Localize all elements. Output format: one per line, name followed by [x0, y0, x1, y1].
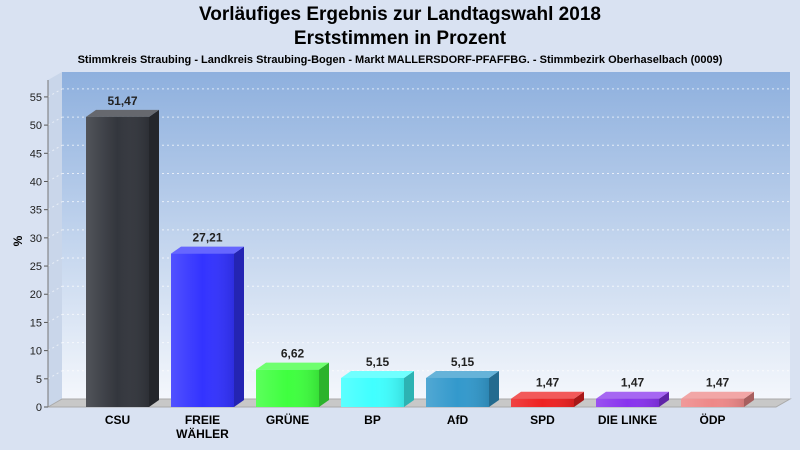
bar-top: [256, 362, 329, 370]
y-axis-label: %: [11, 235, 25, 246]
data-label: 27,21: [192, 231, 222, 245]
data-label: 1,47: [536, 376, 560, 390]
bar-top: [511, 391, 584, 399]
y-tick-label: 50: [30, 120, 42, 132]
bar-top: [341, 370, 414, 378]
bar-top: [86, 109, 159, 117]
data-label: 5,15: [451, 355, 475, 369]
y-tick-label: 10: [30, 346, 42, 358]
chart-subtitle: Erststimmen in Prozent: [293, 28, 507, 49]
chart-caption: Stimmkreis Straubing - Landkreis Straubi…: [77, 54, 723, 66]
bar-shading: [341, 377, 404, 407]
x-tick-label: ÖDP: [699, 412, 725, 427]
bar-shading: [256, 369, 319, 407]
bar-side: [234, 246, 244, 407]
bar-side: [319, 362, 329, 407]
bar-top: [426, 370, 499, 378]
chart-title: Vorläufiges Ergebnis zur Landtagswahl 20…: [199, 4, 601, 25]
y-tick-label: 45: [30, 148, 42, 160]
y-tick-label: 5: [36, 374, 42, 386]
bar-side: [149, 109, 159, 408]
y-tick-label: 25: [30, 261, 42, 273]
bar-shading: [171, 253, 234, 407]
y-tick-label: 40: [30, 176, 42, 188]
data-label: 6,62: [281, 347, 305, 361]
bar-shading: [596, 398, 659, 407]
plot-floor: [46, 398, 792, 408]
y-tick-label: 30: [30, 233, 42, 245]
bar-side: [574, 391, 584, 407]
bar-shading: [426, 377, 489, 407]
bar-shading: [681, 398, 744, 407]
data-label: 1,47: [706, 376, 730, 390]
x-tick-label: BP: [364, 413, 381, 427]
bar-side: [744, 391, 754, 407]
bar-shading: [511, 398, 574, 407]
y-tick-label: 0: [36, 402, 42, 414]
x-tick-label: FREIE WÄHLER: [176, 413, 229, 441]
y-tick-label: 35: [30, 205, 42, 217]
x-tick-label: AfD: [447, 413, 469, 427]
bar-side: [659, 391, 669, 407]
x-tick-label: CSU: [105, 413, 130, 427]
y-tick-label: 55: [30, 92, 42, 104]
bar-top: [681, 391, 754, 399]
y-tick-label: 20: [30, 289, 42, 301]
data-label: 1,47: [621, 376, 645, 390]
bar-top: [596, 391, 669, 399]
bar-side: [489, 370, 499, 407]
bar-side: [404, 370, 414, 407]
data-label: 51,47: [107, 94, 137, 108]
bar-shading: [86, 116, 149, 408]
plot-side-wall: [48, 72, 62, 407]
x-tick-label: DIE LINKE: [598, 413, 657, 427]
y-tick-label: 15: [30, 317, 42, 329]
bar-top: [171, 246, 244, 254]
x-tick-label: GRÜNE: [266, 412, 309, 427]
x-tick-label: SPD: [530, 413, 555, 427]
data-label: 5,15: [366, 355, 390, 369]
